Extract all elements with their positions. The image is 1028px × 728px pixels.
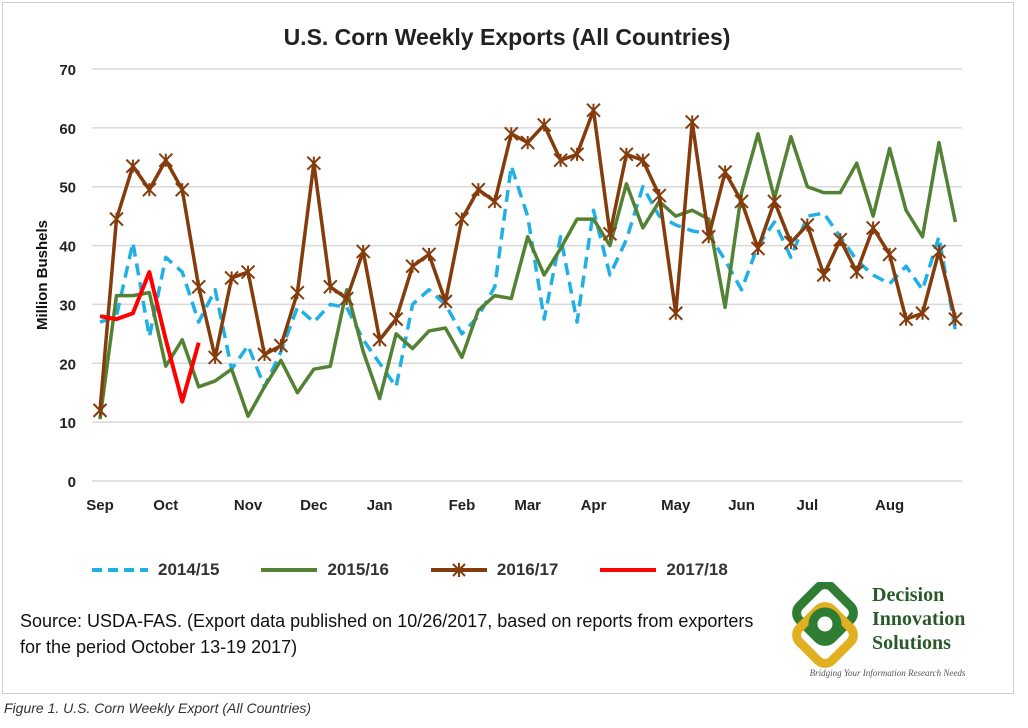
legend-item: 2015/16 <box>259 560 389 580</box>
series-2015-16 <box>98 131 958 420</box>
x-tick-label: Feb <box>449 497 476 514</box>
logo-line1: Decision <box>872 584 945 606</box>
y-tick-label: 50 <box>59 180 76 197</box>
y-tick-label: 20 <box>59 356 76 373</box>
legend-label: 2016/17 <box>496 560 559 579</box>
y-tick-label: 30 <box>59 297 76 314</box>
legend-swatch-icon <box>600 568 657 572</box>
figure-caption: Figure 1. U.S. Corn Weekly Export (All C… <box>4 700 312 716</box>
legend-swatch-icon <box>430 563 487 577</box>
series-line <box>99 164 958 389</box>
legend-item: 2017/18 <box>598 560 728 580</box>
x-tick-label: Jul <box>797 497 819 514</box>
y-axis-label: Million Bushels <box>34 220 51 330</box>
x-tick-label: Dec <box>300 497 328 514</box>
x-tick-label: Jan <box>367 497 393 514</box>
x-tick-label: Apr <box>581 497 607 514</box>
logo-tagline: Bridging Your Information Research Needs <box>809 668 966 678</box>
series-2016-17 <box>92 102 963 418</box>
y-tick-label: 10 <box>59 415 76 432</box>
chart-title: U.S. Corn Weekly Exports (All Countries) <box>283 24 731 50</box>
legend-label: 2015/16 <box>327 560 389 579</box>
company-logo: Decision Innovation Solutions Bridging Y… <box>780 582 1000 682</box>
legend-swatch-icon <box>92 568 148 572</box>
logo-line3: Solutions <box>872 632 951 654</box>
series-line <box>98 108 958 411</box>
y-tick-label: 70 <box>59 62 76 79</box>
x-tick-label: Jun <box>728 497 755 514</box>
x-tick-label: Sep <box>86 497 114 514</box>
series-2017-18 <box>99 270 201 404</box>
x-tick-label: Aug <box>875 497 904 514</box>
legend-label: 2017/18 <box>666 560 728 579</box>
y-tick-label: 0 <box>68 474 76 491</box>
legend-item: 2014/15 <box>90 560 219 580</box>
x-tick-label: Oct <box>153 497 178 514</box>
legend-item: 2016/17 <box>429 560 558 580</box>
knot-logo-icon <box>792 582 858 668</box>
y-tick-label: 40 <box>59 239 76 256</box>
y-tick-label: 60 <box>59 121 76 138</box>
series-line <box>98 131 958 420</box>
legend-label: 2014/15 <box>158 560 220 579</box>
x-tick-label: Mar <box>514 497 541 514</box>
x-tick-label: May <box>661 497 691 514</box>
chart-frame <box>2 2 1014 694</box>
legend-swatch-icon <box>261 568 318 572</box>
series-2014-15 <box>99 164 958 389</box>
legend: 2014/15 2015/16 2016/17 2017/18 <box>90 560 728 580</box>
logo-line2: Innovation <box>872 608 966 630</box>
x-tick-label: Nov <box>234 497 263 514</box>
source-note: Source: USDA-FAS. (Export data published… <box>20 611 754 657</box>
